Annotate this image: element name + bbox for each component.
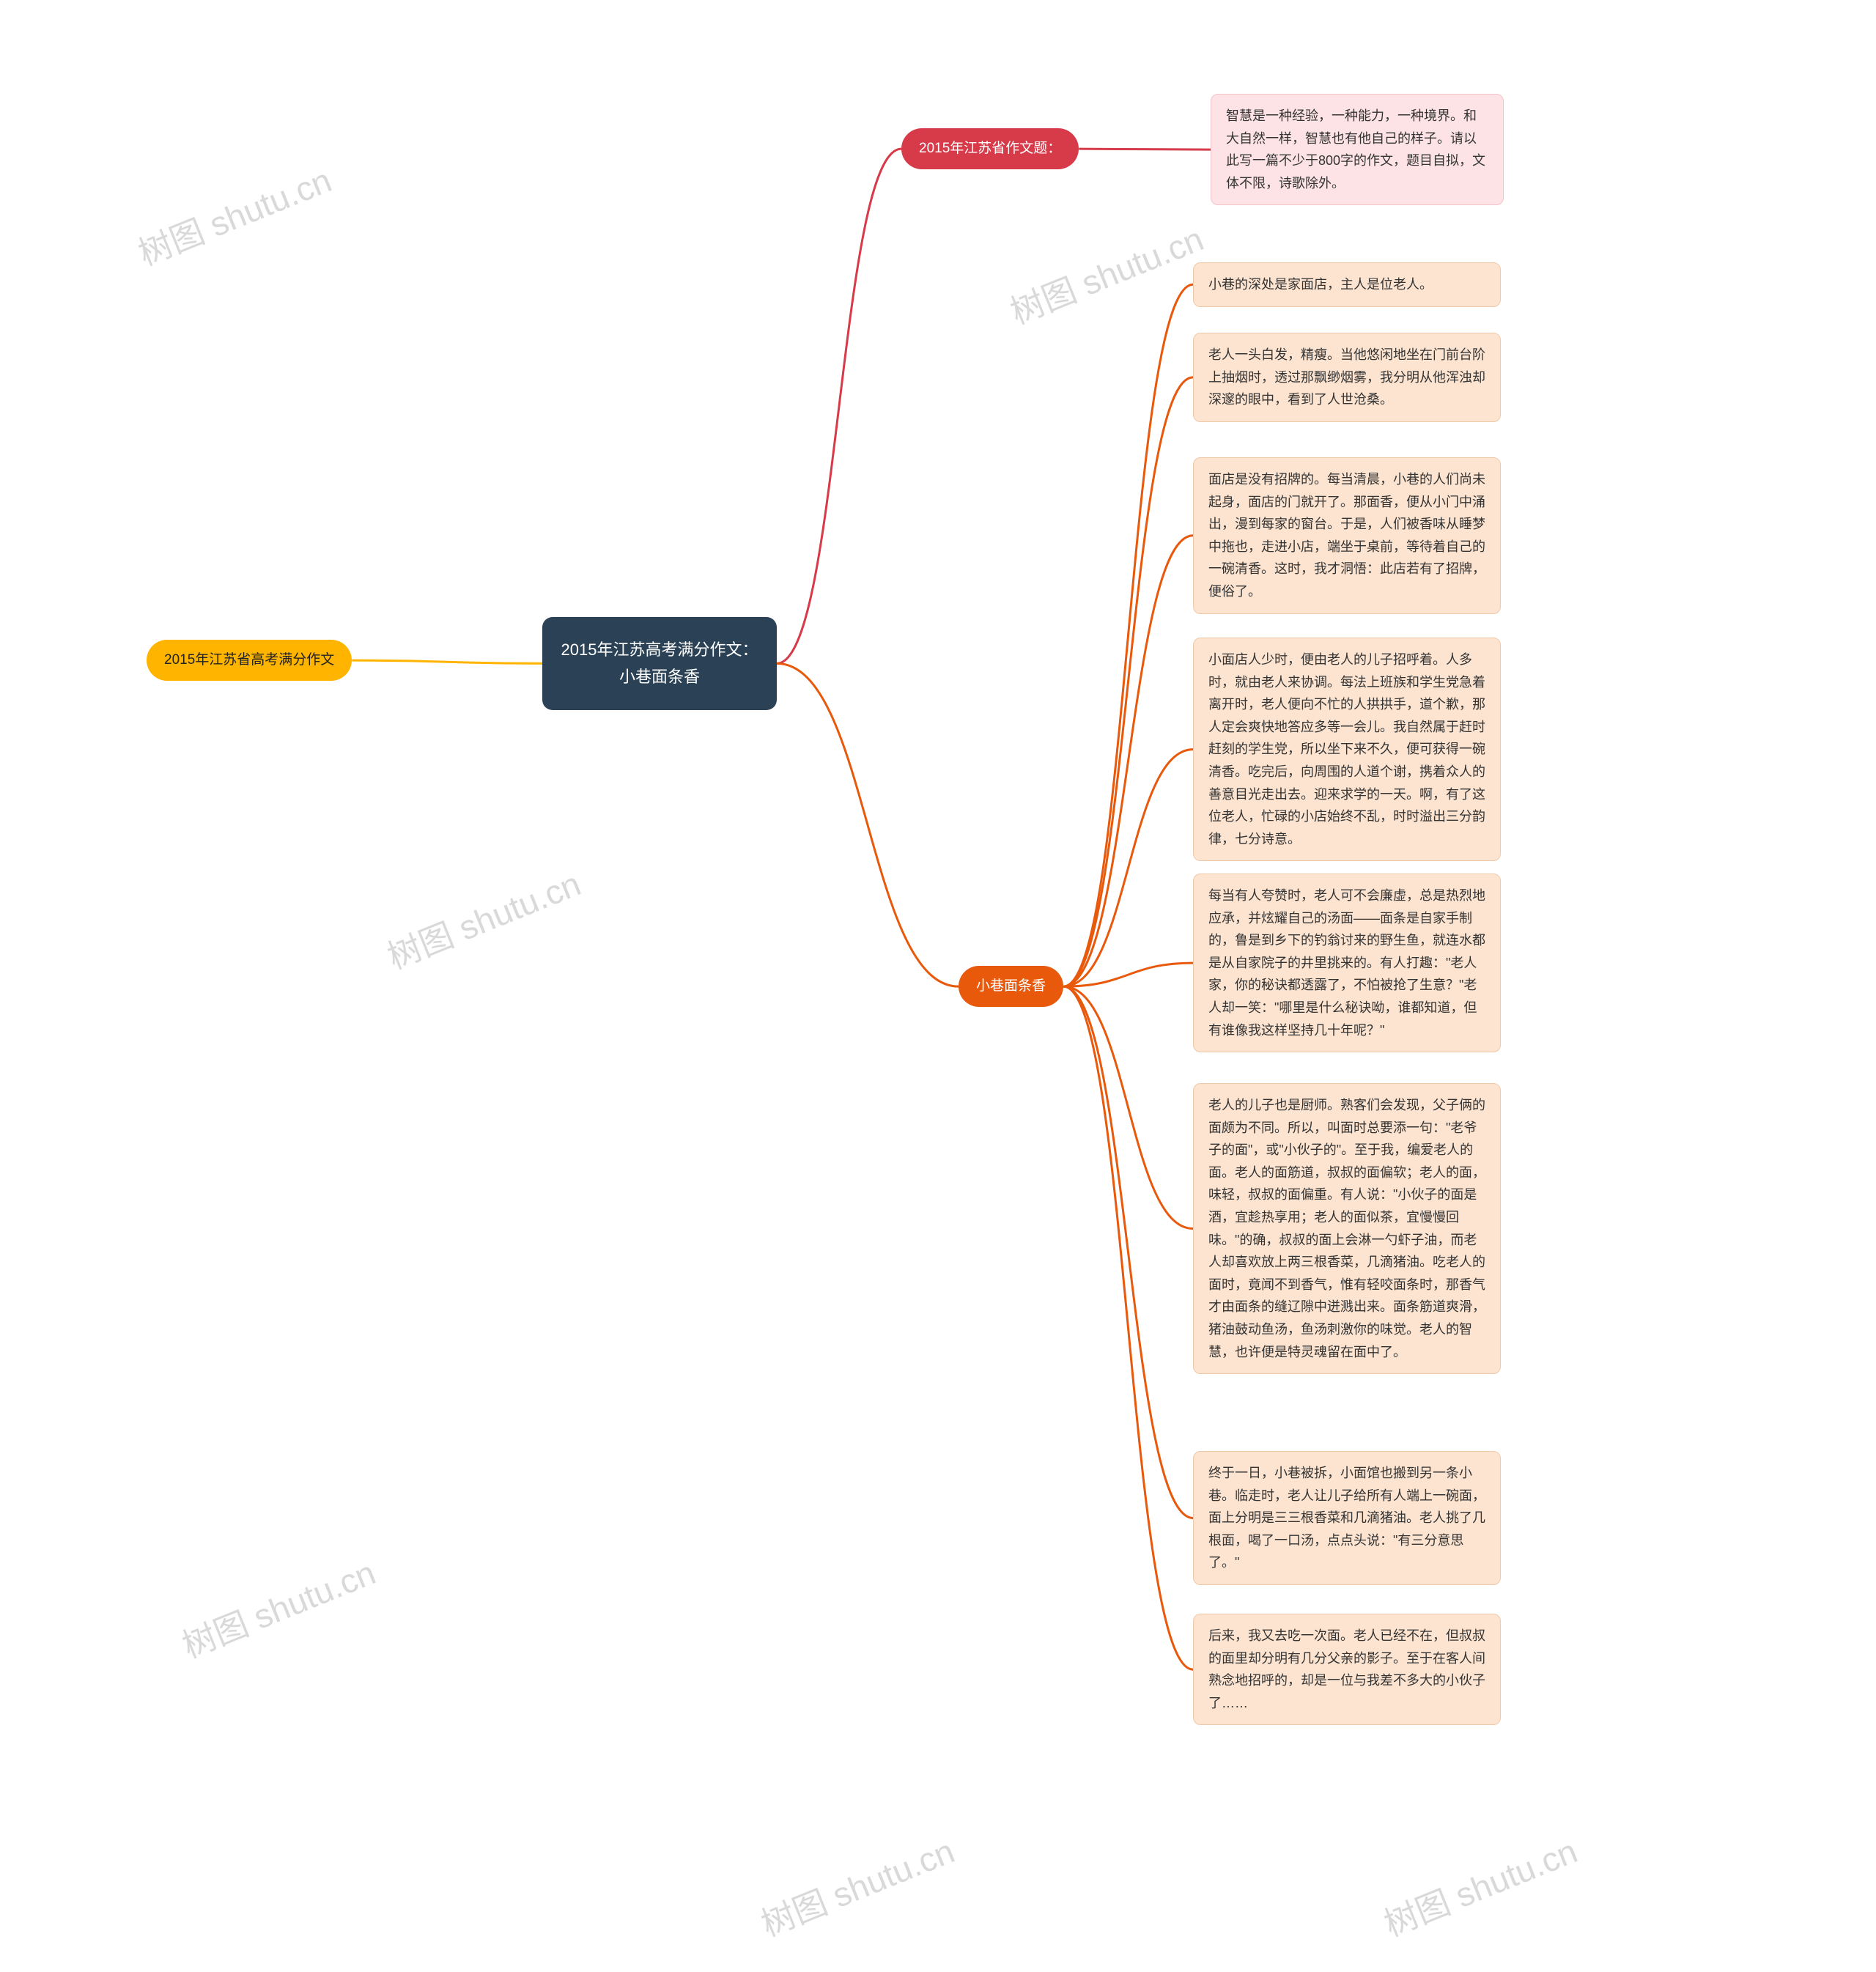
watermark: 树图 shutu.cn [380, 857, 587, 979]
essay-title-node[interactable]: 小巷面条香 [959, 966, 1063, 1007]
paragraph-text: 终于一日，小巷被拆，小面馆也搬到另一条小巷。临走时，老人让儿子给所有人端上一碗面… [1208, 1466, 1485, 1570]
paragraph-text: 老人的儿子也是厨师。熟客们会发现，父子俩的面颇为不同。所以，叫面时总要添一句："… [1208, 1098, 1485, 1359]
paragraph-text: 小面店人少时，便由老人的儿子招呼着。人多时，就由老人来协调。每法上班族和学生党急… [1208, 652, 1485, 846]
mindmap-connectors [0, 0, 1876, 1972]
essay-paragraph[interactable]: 后来，我又去吃一次面。老人已经不在，但叔叔的面里却分明有几分父亲的影子。至于在客… [1193, 1614, 1501, 1725]
essay-paragraph[interactable]: 终于一日，小巷被拆，小面馆也搬到另一条小巷。临走时，老人让儿子给所有人端上一碗面… [1193, 1451, 1501, 1585]
essay-paragraph[interactable]: 老人的儿子也是厨师。熟客们会发现，父子俩的面颇为不同。所以，叫面时总要添一句："… [1193, 1083, 1501, 1374]
paragraph-text: 后来，我又去吃一次面。老人已经不在，但叔叔的面里却分明有几分父亲的影子。至于在客… [1208, 1628, 1485, 1710]
essay-paragraph[interactable]: 小巷的深处是家面店，主人是位老人。 [1193, 262, 1501, 307]
root-node[interactable]: 2015年江苏高考满分作文：小巷面条香 [542, 617, 777, 710]
paragraph-text: 老人一头白发，精瘦。当他悠闲地坐在门前台阶上抽烟时，透过那飘缈烟雾，我分明从他浑… [1208, 347, 1485, 407]
essay-paragraph[interactable]: 每当有人夸赞时，老人可不会廉虚，总是热烈地应承，并炫耀自己的汤面——面条是自家手… [1193, 874, 1501, 1052]
left-category-label: 2015年江苏省高考满分作文 [164, 652, 334, 668]
root-label: 2015年江苏高考满分作文：小巷面条香 [561, 640, 758, 686]
essay-paragraph[interactable]: 老人一头白发，精瘦。当他悠闲地坐在门前台阶上抽烟时，透过那飘缈烟雾，我分明从他浑… [1193, 333, 1501, 422]
essay-title-label: 小巷面条香 [976, 978, 1046, 994]
topic-prompt-node[interactable]: 智慧是一种经验，一种能力，一种境界。和大自然一样，智慧也有他自己的样子。请以此写… [1211, 94, 1504, 205]
paragraph-text: 小巷的深处是家面店，主人是位老人。 [1208, 277, 1433, 292]
essay-paragraph[interactable]: 小面店人少时，便由老人的儿子招呼着。人多时，就由老人来协调。每法上班族和学生党急… [1193, 638, 1501, 861]
paragraph-text: 每当有人夸赞时，老人可不会廉虚，总是热烈地应承，并炫耀自己的汤面——面条是自家手… [1208, 888, 1485, 1038]
topic-prompt-text: 智慧是一种经验，一种能力，一种境界。和大自然一样，智慧也有他自己的样子。请以此写… [1226, 108, 1485, 191]
watermark: 树图 shutu.cn [130, 154, 338, 276]
topic-title-label: 2015年江苏省作文题： [919, 141, 1061, 156]
topic-title-node[interactable]: 2015年江苏省作文题： [901, 128, 1079, 169]
watermark: 树图 shutu.cn [174, 1546, 382, 1668]
left-category-node[interactable]: 2015年江苏省高考满分作文 [147, 640, 352, 681]
watermark: 树图 shutu.cn [753, 1825, 961, 1946]
watermark: 树图 shutu.cn [1002, 213, 1210, 334]
paragraph-text: 面店是没有招牌的。每当清晨，小巷的人们尚未起身，面店的门就开了。那面香，便从小门… [1208, 472, 1485, 599]
essay-paragraph[interactable]: 面店是没有招牌的。每当清晨，小巷的人们尚未起身，面店的门就开了。那面香，便从小门… [1193, 457, 1501, 614]
watermark: 树图 shutu.cn [1376, 1825, 1584, 1946]
